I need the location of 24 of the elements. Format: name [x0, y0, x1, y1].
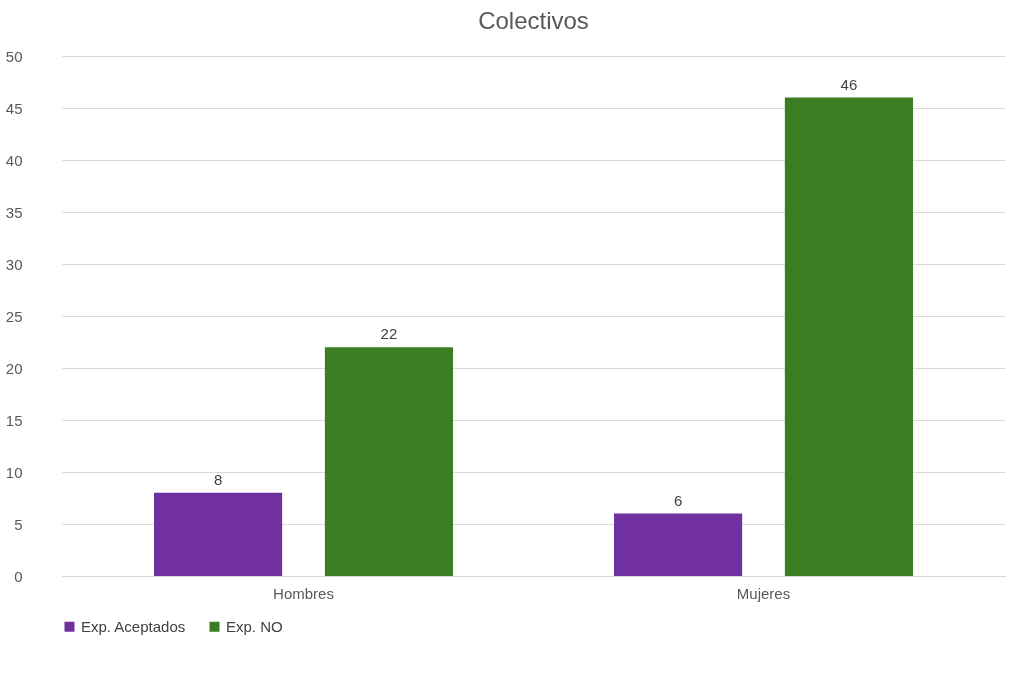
- bar: [614, 513, 743, 576]
- y-tick-label: 25: [5, 307, 23, 325]
- data-label: 22: [380, 325, 398, 343]
- y-tick-label: 15: [5, 411, 23, 429]
- y-tick-label: 50: [5, 47, 23, 65]
- y-tick-label: 0: [14, 567, 23, 585]
- chart-title: Colectivos: [478, 7, 589, 34]
- legend-label: Exp. NO: [226, 617, 283, 635]
- y-tick-label: 10: [5, 463, 23, 481]
- x-tick-label: Hombres: [273, 584, 334, 602]
- data-label: 46: [840, 75, 858, 93]
- y-tick-label: 40: [5, 151, 23, 169]
- data-label: 8: [213, 470, 223, 488]
- y-tick-label: 35: [5, 203, 23, 221]
- legend-label: Exp. Aceptados: [81, 617, 186, 635]
- bar: [154, 492, 283, 576]
- x-tick-label: Mujeres: [736, 584, 791, 602]
- y-tick-label: 30: [5, 255, 23, 273]
- y-tick-label: 5: [14, 515, 23, 533]
- y-tick-label: 20: [5, 359, 23, 377]
- y-tick-label: 45: [5, 99, 23, 117]
- data-label: 6: [673, 491, 683, 509]
- bar: [324, 347, 453, 576]
- bar: [784, 97, 913, 576]
